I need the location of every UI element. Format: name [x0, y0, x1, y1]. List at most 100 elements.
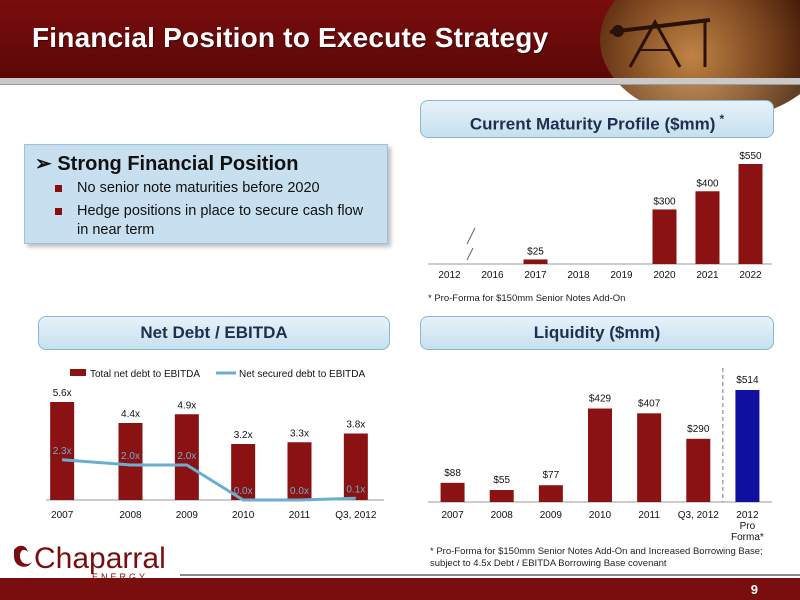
tick-label: Pro: [740, 521, 756, 532]
line-data-label: 0.0x: [234, 486, 253, 497]
data-label: $88: [444, 468, 461, 479]
data-label: 4.4x: [121, 409, 140, 420]
bar-2010: [231, 444, 256, 500]
tick-label: 2016: [481, 270, 504, 281]
bar-2008: [489, 490, 514, 502]
netdebt-panel-title: Net Debt / EBITDA: [38, 316, 390, 350]
tick-label: 2019: [610, 270, 633, 281]
bar-2007: [440, 482, 465, 502]
footer-divider: [180, 574, 800, 576]
bar-Q3, 2012: [686, 438, 711, 502]
bar-2008: [118, 423, 143, 500]
tick-label: 2022: [739, 270, 762, 281]
data-label: $550: [739, 151, 762, 162]
tick-label: 2010: [232, 510, 255, 521]
bar-2011: [287, 442, 312, 500]
bar-2022: [738, 164, 763, 264]
data-label: $77: [543, 470, 560, 481]
tick-label: 2011: [638, 510, 660, 521]
chaparral-logo: Chaparral ENERGY: [14, 542, 166, 582]
header-divider: [0, 78, 800, 85]
logo-wordmark: Chaparral: [34, 542, 166, 575]
maturity-chart: 2012 2016 $25 2017 2018 2019 $300 2020 $400 2021 $…: [428, 151, 772, 281]
tick-label: Q3, 2012: [678, 510, 720, 521]
data-label: 3.2x: [234, 430, 253, 441]
page-number: 9: [750, 582, 758, 597]
liquidity-footnote: * Pro-Forma for $150mm Senior Notes Add-…: [430, 546, 763, 570]
arrow-icon: ➢: [35, 153, 52, 175]
tick-label: 2008: [491, 510, 514, 521]
data-label: $290: [687, 424, 710, 435]
bar-2017: [523, 259, 548, 264]
tick-label: 2007: [51, 510, 74, 521]
bar-2012 Pro Forma*: [735, 390, 760, 502]
data-label: $514: [736, 375, 759, 386]
bar-2020: [652, 209, 677, 264]
footer-bar: [0, 578, 800, 600]
bullet-square-icon: [55, 185, 62, 192]
tick-label: 2012: [736, 510, 759, 521]
bar-2010: [588, 408, 612, 502]
bar-Q3, 2012: [343, 433, 368, 500]
strong-position-box: ➢ Strong Financial Position No senior no…: [24, 144, 388, 244]
data-label: $400: [696, 178, 719, 189]
line-data-label: 0.1x: [346, 484, 365, 495]
data-label: $55: [493, 475, 510, 486]
maturity-footnote: * Pro-Forma for $150mm Senior Notes Add-…: [428, 293, 626, 304]
bullet-item: No senior note maturities before 2020: [77, 180, 320, 196]
tick-label: 2021: [696, 270, 719, 281]
tick-label: 2018: [567, 270, 590, 281]
maturity-asterisk: *: [719, 112, 725, 126]
tick-label: 2012: [438, 270, 461, 281]
bar-2007: [50, 402, 75, 500]
maturity-panel-title: Current Maturity Profile ($mm) *: [420, 100, 774, 138]
data-label: 5.6x: [53, 388, 72, 399]
legend-label: Net secured debt to EBITDA: [239, 369, 366, 380]
data-label: $25: [527, 246, 544, 257]
tick-label: 2009: [540, 510, 563, 521]
bullet-square-icon: [55, 208, 62, 215]
tick-label: 2020: [653, 270, 676, 281]
line-data-label: 2.0x: [177, 451, 196, 462]
tick-label: 2007: [441, 510, 464, 521]
bar-2021: [695, 191, 720, 264]
bar-2009: [174, 414, 199, 500]
line-data-label: 2.0x: [121, 451, 140, 462]
tick-label: 2009: [176, 510, 199, 521]
data-label: $429: [589, 394, 612, 405]
line-data-label: 0.0x: [290, 486, 309, 497]
bar-2009: [538, 485, 563, 502]
data-label: 4.9x: [177, 400, 196, 411]
bullet-heading: ➢ Strong Financial Position: [35, 151, 298, 176]
bullet-item-continued: in near term: [77, 222, 155, 238]
logo-subtitle: ENERGY: [92, 572, 148, 582]
data-label: 3.3x: [290, 428, 309, 439]
bullet-item: Hedge positions in place to secure cash …: [77, 203, 364, 219]
tick-label: 2011: [289, 510, 311, 521]
net-debt-chart: Total net debt to EBITDA Net secured debt…: [46, 369, 384, 521]
maturity-title-text: Current Maturity Profile ($mm): [469, 114, 716, 134]
legend-swatch-bar: [70, 369, 86, 376]
page-title: Financial Position to Execute Strategy: [32, 22, 549, 53]
slide-header: Financial Position to Execute Strategy: [0, 0, 800, 120]
liquidity-chart: $88 2007 $55 2008 $77 2009 $429 2010 $407 2011 $29…: [428, 368, 772, 543]
tick-label: 2008: [119, 510, 142, 521]
series-line-secured: [62, 458, 356, 502]
tick-label: 2017: [524, 270, 547, 281]
logo-mark-icon: [14, 545, 32, 567]
liquidity-panel-title: Liquidity ($mm): [420, 316, 774, 350]
legend-label: Total net debt to EBITDA: [90, 369, 200, 380]
axis-break-icon: [466, 227, 476, 261]
bar-2011: [637, 413, 662, 502]
oil-rig-icon: [610, 18, 711, 68]
bullet-heading-text: Strong Financial Position: [57, 153, 299, 175]
tick-label: Forma*: [731, 532, 764, 543]
data-label: $407: [638, 398, 661, 409]
line-data-label: 2.3x: [53, 446, 72, 457]
tick-label: Q3, 2012: [335, 510, 377, 521]
data-label: 3.8x: [346, 420, 365, 431]
data-label: $300: [653, 196, 676, 207]
tick-label: 2010: [589, 510, 612, 521]
liquidity-footnote-line2: subject to 4.5x Debt / EBITDA Borrowing …: [430, 558, 667, 569]
liquidity-footnote-line1: * Pro-Forma for $150mm Senior Notes Add-…: [430, 546, 763, 557]
